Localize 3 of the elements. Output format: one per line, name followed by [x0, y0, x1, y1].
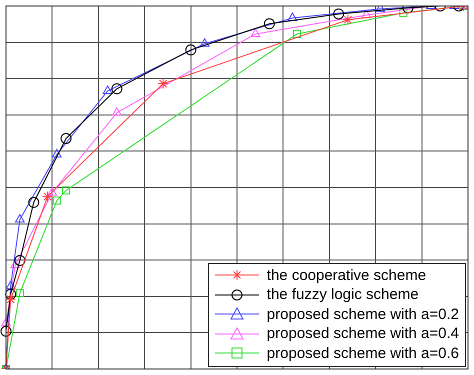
legend-label: proposed scheme with a=0.6	[266, 344, 459, 363]
legend-label: proposed scheme with a=0.4	[266, 324, 459, 344]
point	[0, 326, 12, 337]
